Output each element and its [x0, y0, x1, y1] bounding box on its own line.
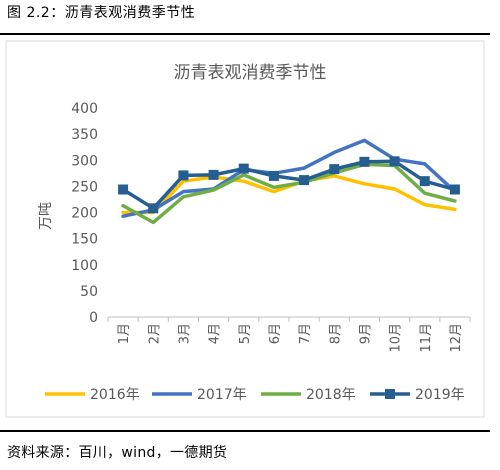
- x-tick-label: 6月: [268, 323, 283, 344]
- y-tick-label: 50: [80, 284, 98, 300]
- y-axis-label: 万吨: [38, 202, 54, 230]
- source-note: 资料来源：百川，wind，一德期货: [7, 445, 228, 461]
- legend-label: 2016年: [90, 387, 140, 403]
- data-point: [329, 164, 340, 175]
- axes: 0 50 100 150 200 250 300 350 400 1月 2月 3月 4月 5月 6月 7月 8月…: [71, 101, 471, 353]
- legend-label: 2018年: [306, 387, 356, 403]
- x-tick-label: 1月: [117, 323, 132, 344]
- data-point: [389, 156, 400, 167]
- y-tick-label: 0: [89, 310, 98, 326]
- data-point: [268, 170, 279, 181]
- y-tick-label: 300: [71, 153, 98, 169]
- chart-title: 沥青表观消费季节性: [174, 63, 327, 83]
- y-tick-label: 100: [71, 258, 98, 274]
- x-tick-label: 11月: [419, 323, 434, 353]
- x-tick-label: 3月: [177, 323, 192, 344]
- chart-container: 沥青表观消费季节性 万吨 0 50 100 150 200 250 300 350 400 1月 2…: [0, 40, 490, 418]
- data-point: [148, 203, 159, 214]
- y-tick-label: 350: [71, 127, 98, 143]
- data-point: [449, 184, 460, 195]
- legend-marker: [385, 389, 395, 399]
- y-tick-label: 150: [71, 232, 98, 248]
- legend: 2016年 2017年 2018年 2019年: [45, 387, 465, 403]
- data-point: [419, 176, 430, 187]
- figure-label: 图 2.2：沥青表观消费季节性: [7, 5, 196, 21]
- x-tick-label: 12月: [449, 323, 464, 353]
- x-tick-label: 8月: [328, 323, 343, 344]
- x-tick-label: 5月: [238, 323, 253, 344]
- y-tick-label: 200: [71, 206, 98, 222]
- top-rule: [0, 33, 490, 35]
- bottom-rule: [0, 430, 490, 432]
- x-tick-label: 10月: [389, 323, 404, 353]
- series-line-1: [121, 138, 457, 218]
- x-tick-label: 9月: [358, 323, 373, 344]
- data-point: [118, 184, 129, 195]
- chart-svg: 沥青表观消费季节性 万吨 0 50 100 150 200 250 300 350 400 1月 2…: [5, 40, 485, 418]
- data-point: [238, 163, 249, 174]
- legend-label: 2017年: [197, 387, 247, 403]
- series-line-2: [121, 162, 457, 225]
- data-point: [178, 170, 189, 181]
- data-point: [359, 156, 370, 167]
- x-tick-label: 7月: [298, 323, 313, 344]
- series-line-3: [121, 159, 457, 211]
- data-point: [299, 175, 310, 186]
- data-point: [208, 169, 219, 180]
- x-tick-label: 4月: [208, 323, 223, 344]
- y-tick-label: 250: [71, 179, 98, 195]
- chart-area-border: [5, 40, 485, 418]
- x-tick-label: 2月: [147, 323, 162, 344]
- series-lines: [118, 138, 460, 225]
- legend-label: 2019年: [415, 387, 465, 403]
- y-tick-label: 400: [71, 101, 98, 117]
